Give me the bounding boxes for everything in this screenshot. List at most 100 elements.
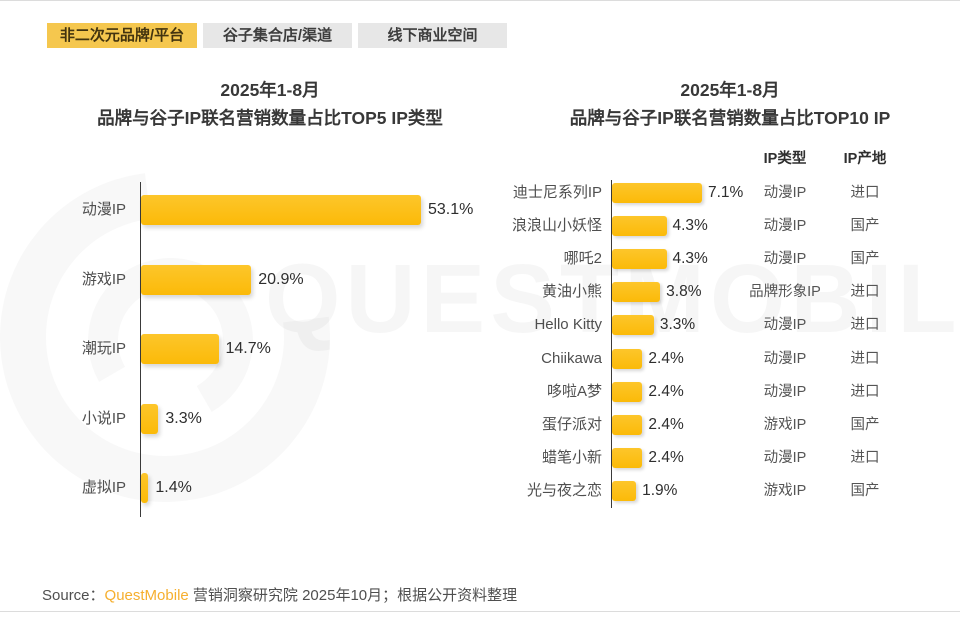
category-label: 潮玩IP: [81, 340, 126, 357]
ip-origin-cell: 国产: [850, 218, 880, 235]
ip-origin-cell: 进口: [850, 185, 880, 201]
value-label: 4.3%: [672, 250, 708, 268]
category-label: 哆啦A梦: [546, 382, 602, 400]
top10-chart-title-line1: 2025年1-8月: [680, 80, 780, 100]
top5-chart-title-line1: 2025年1-8月: [220, 80, 320, 100]
value-label: 4.3%: [672, 217, 708, 235]
value-label: 2.4%: [648, 382, 684, 400]
bar: [612, 381, 643, 402]
bar: [612, 348, 643, 369]
source-brand: QuestMobile: [104, 587, 189, 604]
bar: [612, 249, 667, 270]
top5-row: 虚拟IP 1.4%: [0, 473, 960, 503]
value-label: 3.3%: [659, 316, 696, 334]
top10-chart-title-line2: 品牌与谷子IP联名营销数量占比TOP10 IP: [569, 107, 891, 128]
top10-row: 蛋仔派对 2.4% 游戏IP 国产: [0, 414, 960, 435]
value-label: 3.3%: [165, 409, 202, 427]
top10-row: 黄油小熊 3.8% 品牌形象IP 进口: [0, 282, 960, 303]
value-label: 20.9%: [258, 270, 304, 288]
source-note: Source：QuestMobile 营销洞察研究院 2025年10月；根据公开…: [42, 584, 517, 605]
ip-type-cell: 动漫IP: [763, 185, 807, 201]
top10-row: 迪士尼系列IP 7.1% 动漫IP 进口: [0, 183, 960, 203]
top5-row: 游戏IP 20.9%: [0, 264, 960, 295]
bar: [141, 473, 149, 503]
value-label: 2.4%: [648, 349, 684, 367]
ip-origin-cell: 进口: [850, 449, 880, 466]
bar: [141, 264, 252, 295]
value-label: 2.4%: [648, 415, 684, 433]
top10-row: 光与夜之恋 1.9% 游戏IP 国产: [0, 480, 960, 501]
bottom-divider: [0, 611, 960, 612]
ip-type-cell: 游戏IP: [763, 482, 807, 499]
category-label: 哪吒2: [563, 250, 602, 268]
top10-row: 浪浪山小妖怪 4.3% 动漫IP 国产: [0, 216, 960, 237]
ip-type-cell: 游戏IP: [763, 416, 807, 433]
value-label: 1.4%: [155, 479, 192, 496]
top10-row: 哪吒2 4.3% 动漫IP 国产: [0, 249, 960, 270]
category-label: Hello Kitty: [534, 316, 602, 334]
top10-chart-title: 2025年1-8月 品牌与谷子IP联名营销数量占比TOP10 IP: [505, 77, 955, 132]
tab-offline-commercial-space[interactable]: 线下商业空间: [358, 23, 507, 48]
column-header-ip-type: IP类型: [763, 151, 807, 167]
top10-y-axis-line: [611, 180, 612, 508]
bar: [612, 447, 643, 468]
ip-origin-cell: 国产: [850, 482, 880, 499]
tab-non-acg-brand-platform[interactable]: 非二次元品牌/平台: [47, 23, 197, 48]
top10-row: 哆啦A梦 2.4% 动漫IP 进口: [0, 381, 960, 402]
bar: [612, 282, 661, 303]
category-label: 黄油小熊: [541, 283, 602, 301]
column-header-ip-origin: IP产地: [843, 151, 887, 167]
ip-origin-cell: 国产: [850, 416, 880, 433]
ip-type-cell: 动漫IP: [763, 317, 807, 334]
top5-chart-title: 2025年1-8月 品牌与谷子IP联名营销数量占比TOP5 IP类型: [40, 77, 500, 132]
top5-row: 动漫IP 53.1%: [0, 195, 960, 225]
bar: [612, 315, 654, 336]
bar: [612, 216, 667, 237]
top5-row: 小说IP 3.3%: [0, 403, 960, 434]
top10-row: 蜡笔小新 2.4% 动漫IP 进口: [0, 447, 960, 468]
tab-goods-store-channel[interactable]: 谷子集合店/渠道: [203, 23, 352, 48]
value-label: 2.4%: [648, 448, 684, 466]
ip-origin-cell: 进口: [850, 317, 880, 334]
top5-row: 潮玩IP 14.7%: [0, 334, 960, 364]
ip-type-cell: 动漫IP: [763, 383, 807, 400]
ip-origin-cell: 国产: [850, 251, 880, 268]
top5-y-axis-line: [140, 182, 141, 517]
source-prefix: Source：: [42, 587, 105, 604]
top-divider: [0, 0, 960, 1]
top10-row: Chiikawa 2.4% 动漫IP 进口: [0, 348, 960, 369]
bar: [612, 414, 643, 435]
ip-type-cell: 动漫IP: [763, 251, 807, 268]
ip-origin-cell: 进口: [850, 350, 880, 367]
value-label: 3.8%: [666, 283, 702, 301]
ip-type-cell: 动漫IP: [763, 218, 807, 235]
category-label: 虚拟IP: [81, 479, 126, 496]
ip-type-cell: 动漫IP: [763, 449, 807, 466]
category-label: 游戏IP: [81, 270, 126, 288]
bar: [141, 195, 421, 225]
source-suffix: 营销洞察研究院 2025年10月；根据公开资料整理: [188, 587, 518, 604]
ip-origin-cell: 进口: [850, 284, 880, 301]
top5-chart-title-line2: 品牌与谷子IP联名营销数量占比TOP5 IP类型: [97, 107, 443, 128]
top10-row: Hello Kitty 3.3% 动漫IP 进口: [0, 315, 960, 336]
category-label: 动漫IP: [81, 201, 126, 218]
value-label: 1.9%: [642, 481, 678, 499]
ip-type-cell: 品牌形象IP: [749, 284, 821, 301]
category-tabs: 非二次元品牌/平台 谷子集合店/渠道 线下商业空间: [47, 23, 507, 48]
category-label: 小说IP: [81, 409, 126, 427]
category-label: 光与夜之恋: [526, 481, 602, 499]
category-label: 浪浪山小妖怪: [511, 217, 602, 235]
category-label: Chiikawa: [541, 349, 602, 367]
value-label: 7.1%: [708, 184, 744, 201]
bar: [141, 403, 159, 434]
value-label: 14.7%: [225, 340, 271, 357]
bar: [612, 183, 702, 203]
bar: [141, 334, 219, 364]
category-label: 蛋仔派对: [541, 415, 602, 433]
category-label: 迪士尼系列IP: [512, 184, 602, 201]
value-label: 53.1%: [428, 201, 474, 218]
ip-type-cell: 动漫IP: [763, 350, 807, 367]
category-label: 蜡笔小新: [541, 448, 602, 466]
ip-origin-cell: 进口: [850, 383, 880, 400]
bar: [612, 480, 637, 501]
